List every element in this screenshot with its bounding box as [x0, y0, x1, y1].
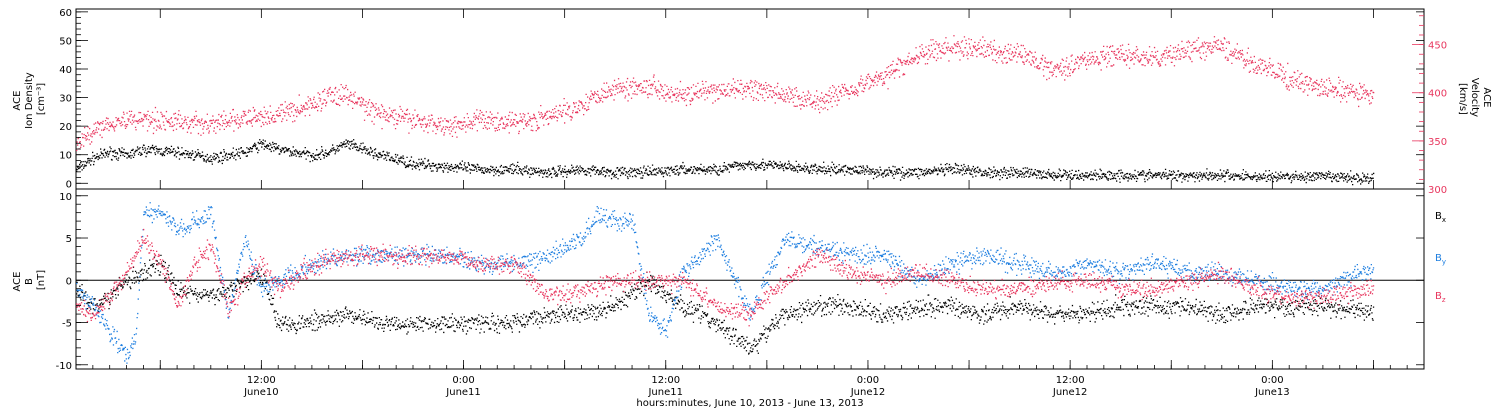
tick-label: 60 — [59, 8, 72, 19]
tick-label: 30 — [59, 94, 72, 105]
tick-label: 350 — [1428, 137, 1447, 148]
tick-label: 300 — [1428, 185, 1447, 196]
bottom-data-points — [76, 202, 1375, 364]
tick-label: 40 — [59, 65, 72, 76]
velocity-axis-ticks: 300 350 400 450 — [1412, 15, 1447, 196]
density-axis-ticks: 0 10 20 30 40 50 60 — [59, 8, 1424, 190]
x-tick-date: June10 — [243, 387, 279, 398]
right-series-points — [76, 35, 1375, 152]
density-velocity-panel: 0 10 20 30 40 50 60 300 350 400 450 ACE Ion Densi… — [12, 8, 1492, 196]
top-data-points — [76, 35, 1375, 186]
density-axis-label: ACE Ion Density [cm⁻³] — [12, 69, 47, 129]
tick-label: 400 — [1428, 89, 1447, 100]
legend-subscript: x — [1442, 216, 1446, 224]
tick-label: 450 — [1428, 41, 1447, 52]
tick-label: 50 — [59, 36, 72, 47]
x-tick-label: 0:00 — [452, 375, 474, 386]
time-axis-ticks: 12:00June100:00June1112:00June110:00June… — [75, 9, 1425, 398]
x-tick-date: June13 — [1254, 387, 1290, 398]
x-tick-date: June11 — [647, 387, 683, 398]
legend-subscript: y — [1442, 258, 1446, 266]
legend-subscript: z — [1442, 296, 1446, 304]
x-tick-date: June12 — [850, 387, 886, 398]
legend-entry: By — [1435, 253, 1446, 266]
legend-entry: Bx — [1435, 211, 1446, 224]
field-axis-label: ACE B [nT] — [12, 268, 47, 291]
x-tick-label: 12:00 — [651, 375, 680, 386]
tick-label: 10 — [59, 151, 72, 162]
field-legend: Bx By Bz — [1435, 211, 1446, 304]
x-tick-label: 12:00 — [1056, 375, 1085, 386]
field-axis-ticks: -10 -5 0 5 10 — [56, 192, 1424, 372]
tick-label: 0 — [66, 179, 72, 190]
legend-entry: Bz — [1435, 291, 1446, 304]
x-tick-label: 0:00 — [857, 375, 879, 386]
velocity-axis-label: ACE Velocity [km/s] — [1457, 78, 1492, 120]
time-axis-title: hours:minutes, June 10, 2013 - June 13, … — [636, 398, 863, 409]
x-tick-date: June12 — [1052, 387, 1088, 398]
by-points — [76, 202, 1375, 364]
tick-label: 0 — [66, 276, 72, 287]
left-series-points — [76, 139, 1375, 186]
tick-label: 5 — [66, 234, 72, 245]
tick-label: -5 — [62, 319, 72, 330]
tick-label: -10 — [56, 361, 72, 372]
x-tick-label: 0:00 — [1261, 375, 1283, 386]
x-tick-date: June11 — [445, 387, 481, 398]
tick-label: 10 — [59, 192, 72, 203]
x-tick-label: 12:00 — [247, 375, 276, 386]
tick-label: 20 — [59, 122, 72, 133]
